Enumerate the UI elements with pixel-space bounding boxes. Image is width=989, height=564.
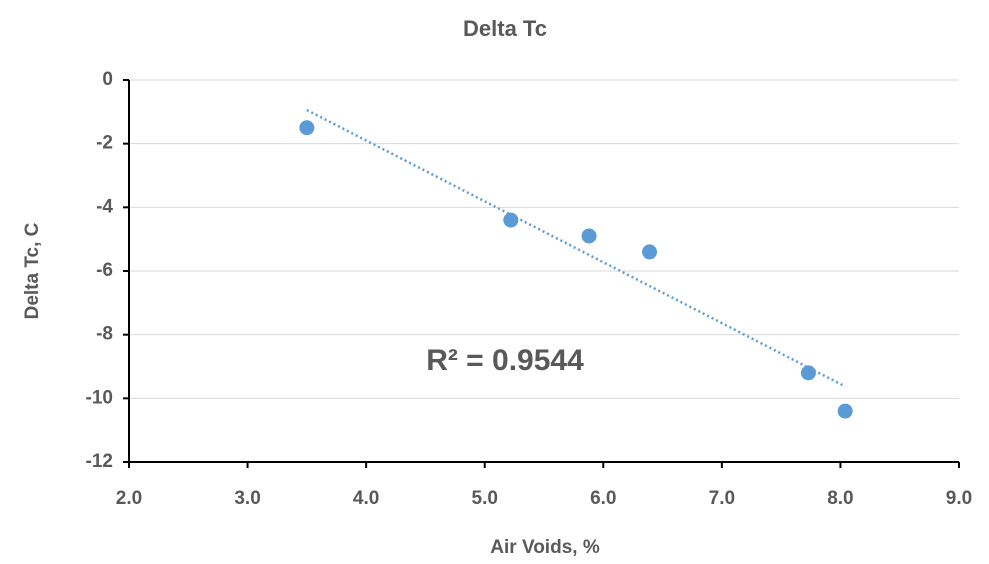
x-tick-label: 8.0 (827, 488, 853, 509)
chart-title: Delta Tc (463, 16, 547, 41)
data-point (582, 228, 597, 243)
data-point (642, 244, 657, 259)
data-point (299, 120, 314, 135)
x-tick-label: 6.0 (590, 488, 616, 509)
chart: Delta Tc Air Voids, % Delta Tc, C R² = 0… (0, 0, 989, 564)
y-tick-label: -2 (96, 133, 113, 154)
y-tick-label: -4 (96, 196, 113, 217)
y-tick-label: 0 (102, 69, 113, 90)
x-tick-label: 2.0 (116, 488, 142, 509)
x-tick-label: 5.0 (472, 488, 498, 509)
x-tick-label: 3.0 (234, 488, 260, 509)
r-squared-label: R² = 0.9544 (426, 344, 584, 377)
x-tick-label: 7.0 (709, 488, 735, 509)
y-axis-title: Delta Tc, C (22, 222, 43, 319)
y-tick-label: -8 (96, 324, 113, 345)
data-point (503, 213, 518, 228)
x-tick-label: 4.0 (353, 488, 379, 509)
x-tick-label: 9.0 (946, 488, 972, 509)
y-tick-label: -12 (86, 451, 113, 472)
y-tick-label: -6 (96, 260, 113, 281)
data-point (801, 365, 816, 380)
y-tick-label: -10 (86, 387, 113, 408)
data-point (838, 404, 853, 419)
x-axis-title: Air Voids, % (490, 537, 600, 558)
